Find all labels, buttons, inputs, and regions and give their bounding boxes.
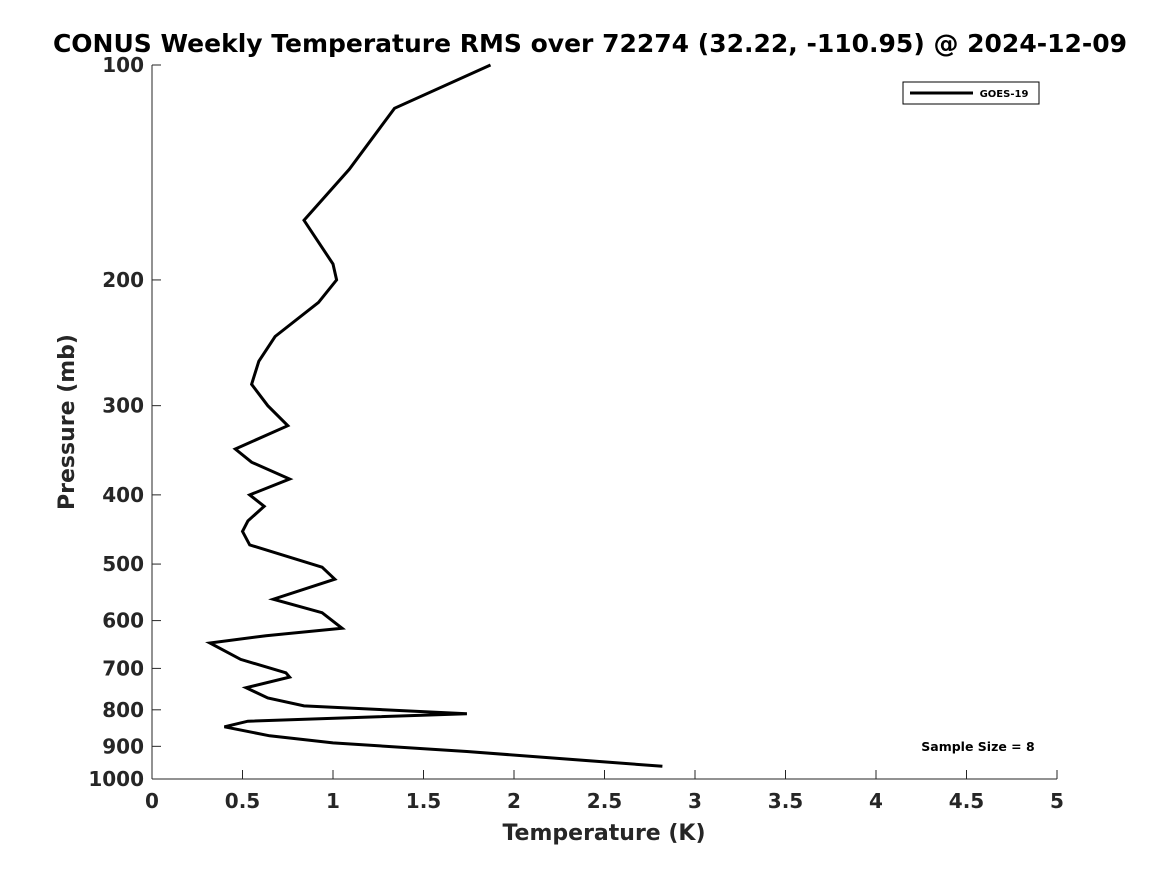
y-tick-label: 400	[102, 483, 144, 507]
y-tick-label: 200	[102, 268, 144, 292]
y-tick-label: 700	[102, 656, 144, 680]
y-tick-label: 900	[102, 734, 144, 758]
x-tick-label: 4.5	[949, 789, 984, 813]
x-tick-label: 3	[688, 789, 702, 813]
x-tick-label: 0	[145, 789, 159, 813]
sample-size-annotation: Sample Size = 8	[921, 739, 1034, 754]
x-tick-label: 1.5	[406, 789, 441, 813]
x-tick-label: 3.5	[768, 789, 803, 813]
x-ticks: 0 0.5 1 1.5 2 2.5 3 3.5 4 4.5 5	[145, 770, 1064, 813]
y-tick-label: 500	[102, 552, 144, 576]
legend-label-goes-19: GOES-19	[980, 89, 1029, 100]
y-tick-label: 600	[102, 609, 144, 633]
y-ticks: 100 200 300 400 500 600 700 800 900 1000	[88, 53, 161, 791]
x-tick-label: 0.5	[225, 789, 260, 813]
y-axis-label: Pressure (mb)	[55, 334, 80, 510]
x-tick-label: 1	[326, 789, 340, 813]
legend: GOES-19	[902, 81, 1040, 105]
chart-title: CONUS Weekly Temperature RMS over 72274 …	[53, 29, 1127, 58]
x-tick-label: 4	[869, 789, 883, 813]
series-line-goes-19	[205, 63, 663, 768]
y-tick-label: 300	[102, 394, 144, 418]
y-tick-label: 100	[102, 53, 144, 77]
x-axis-label: Temperature (K)	[502, 821, 705, 846]
x-tick-label: 5	[1050, 789, 1064, 813]
x-tick-label: 2	[507, 789, 521, 813]
x-tick-label: 2.5	[587, 789, 622, 813]
y-tick-label: 800	[102, 698, 144, 722]
y-tick-label: 1000	[88, 767, 144, 791]
series-layer	[205, 63, 663, 768]
